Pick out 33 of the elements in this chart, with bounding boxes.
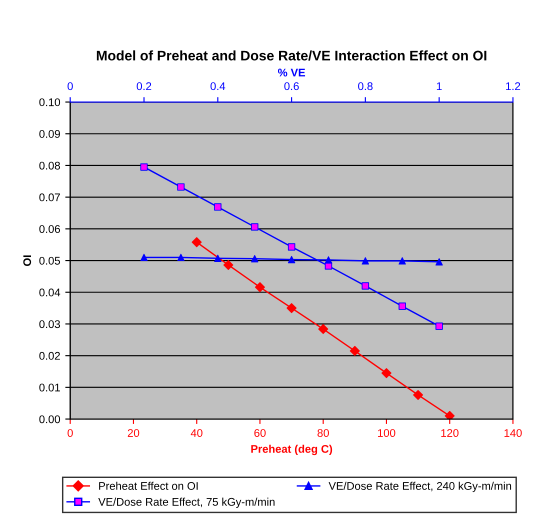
x2-axis-title: % VE (278, 68, 306, 76)
y-tick-label: 0.09 (39, 130, 60, 138)
x2-tick-label: 0.6 (284, 82, 299, 90)
x2-tick-label: 1 (436, 82, 442, 90)
y-tick-label: 0.03 (39, 320, 60, 328)
x2-tick-label: 0.4 (210, 82, 226, 90)
y-axis-title: OI (23, 255, 32, 266)
legend-label: VE/Dose Rate Effect, 240 kGy-m/min (328, 482, 512, 492)
x-tick-label: 0 (68, 429, 73, 437)
legend-label: VE/Dose Rate Effect, 75 kGy-m/min (98, 498, 275, 508)
x-tick-label: 20 (128, 429, 140, 437)
y-tick-label: 0.10 (39, 98, 60, 106)
x-tick-label: 140 (504, 429, 522, 437)
legend-label: Preheat Effect on OI (99, 482, 198, 490)
x2-tick-label: 0.8 (358, 82, 373, 90)
x2-tick-label: 0.2 (136, 82, 152, 90)
y-tick-label: 0.00 (39, 415, 60, 424)
x-tick-label: 120 (441, 429, 459, 437)
y-tick-label: 0.01 (39, 384, 60, 392)
y-tick-label: 0.08 (39, 162, 60, 170)
x-tick-label: 60 (254, 429, 266, 437)
x-tick-label: 100 (378, 429, 396, 437)
y-tick-label: 0.02 (39, 352, 60, 360)
chart-title: Model of Preheat and Dose Rate/VE Interaction Effect on OI (96, 50, 486, 61)
x-tick-label: 80 (318, 429, 329, 437)
y-tick-label: 0.07 (39, 193, 60, 202)
x-tick-label: 40 (190, 429, 202, 437)
x-axis-title: Preheat (deg C) (251, 444, 332, 456)
y-tick-label: 0.04 (39, 288, 60, 296)
x2-tick-label: 1.2 (506, 82, 520, 90)
x2-tick-label: 0 (68, 82, 73, 90)
y-tick-label: 0.05 (39, 256, 60, 265)
y-tick-label: 0.06 (39, 225, 60, 233)
